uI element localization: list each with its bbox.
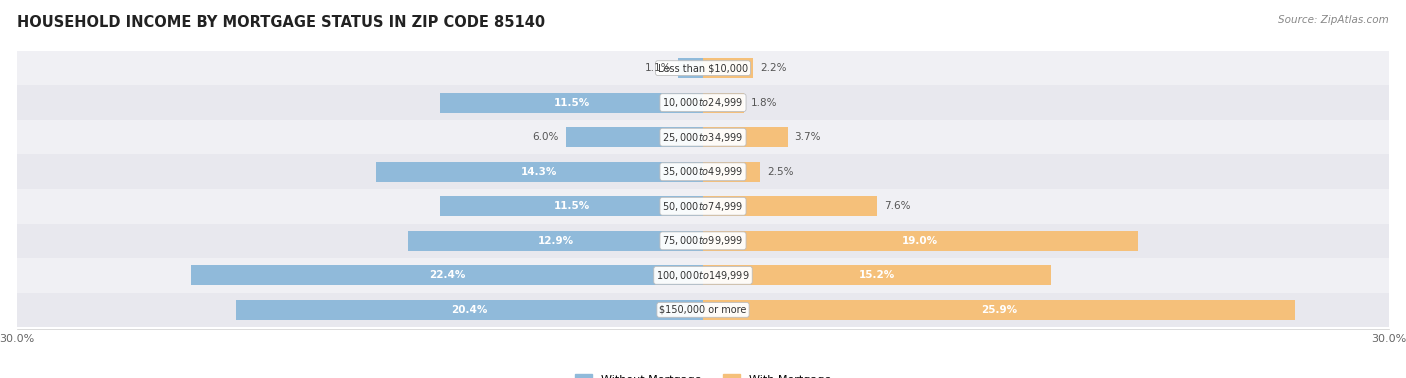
Bar	[703, 162, 761, 182]
Text: $25,000 to $34,999: $25,000 to $34,999	[662, 131, 744, 144]
Text: $100,000 to $149,999: $100,000 to $149,999	[657, 269, 749, 282]
Bar	[17, 258, 1389, 293]
Bar	[408, 231, 703, 251]
Text: $10,000 to $24,999: $10,000 to $24,999	[662, 96, 744, 109]
Text: 3.7%: 3.7%	[794, 132, 821, 142]
Text: 2.2%: 2.2%	[761, 63, 787, 73]
Text: 11.5%: 11.5%	[554, 98, 589, 108]
Bar	[17, 293, 1389, 327]
Bar	[678, 58, 703, 78]
Text: Source: ZipAtlas.com: Source: ZipAtlas.com	[1278, 15, 1389, 25]
Text: $150,000 or more: $150,000 or more	[659, 305, 747, 315]
Text: Less than $10,000: Less than $10,000	[658, 63, 748, 73]
Text: 1.8%: 1.8%	[751, 98, 778, 108]
Bar	[703, 265, 1050, 285]
Bar	[703, 300, 1295, 320]
Bar	[236, 300, 703, 320]
Text: 19.0%: 19.0%	[903, 236, 938, 246]
Bar	[703, 196, 877, 216]
Text: HOUSEHOLD INCOME BY MORTGAGE STATUS IN ZIP CODE 85140: HOUSEHOLD INCOME BY MORTGAGE STATUS IN Z…	[17, 15, 546, 30]
Bar	[440, 196, 703, 216]
Legend: Without Mortgage, With Mortgage: Without Mortgage, With Mortgage	[575, 374, 831, 378]
Text: 1.1%: 1.1%	[644, 63, 671, 73]
Bar	[17, 120, 1389, 155]
Text: 7.6%: 7.6%	[884, 201, 910, 211]
Text: $50,000 to $74,999: $50,000 to $74,999	[662, 200, 744, 213]
Text: 6.0%: 6.0%	[533, 132, 560, 142]
Text: 14.3%: 14.3%	[522, 167, 558, 177]
Text: 22.4%: 22.4%	[429, 270, 465, 280]
Bar	[17, 189, 1389, 223]
Bar	[17, 223, 1389, 258]
Bar	[703, 127, 787, 147]
Bar	[440, 93, 703, 113]
Text: $35,000 to $49,999: $35,000 to $49,999	[662, 165, 744, 178]
Bar	[703, 93, 744, 113]
Text: 12.9%: 12.9%	[537, 236, 574, 246]
Text: 25.9%: 25.9%	[981, 305, 1018, 315]
Bar	[565, 127, 703, 147]
Bar	[703, 58, 754, 78]
Text: $75,000 to $99,999: $75,000 to $99,999	[662, 234, 744, 247]
Bar	[375, 162, 703, 182]
Bar	[17, 155, 1389, 189]
Bar	[191, 265, 703, 285]
Text: 15.2%: 15.2%	[859, 270, 896, 280]
Bar	[17, 51, 1389, 85]
Text: 11.5%: 11.5%	[554, 201, 589, 211]
Bar	[17, 85, 1389, 120]
Text: 20.4%: 20.4%	[451, 305, 488, 315]
Text: 2.5%: 2.5%	[768, 167, 793, 177]
Bar	[703, 231, 1137, 251]
